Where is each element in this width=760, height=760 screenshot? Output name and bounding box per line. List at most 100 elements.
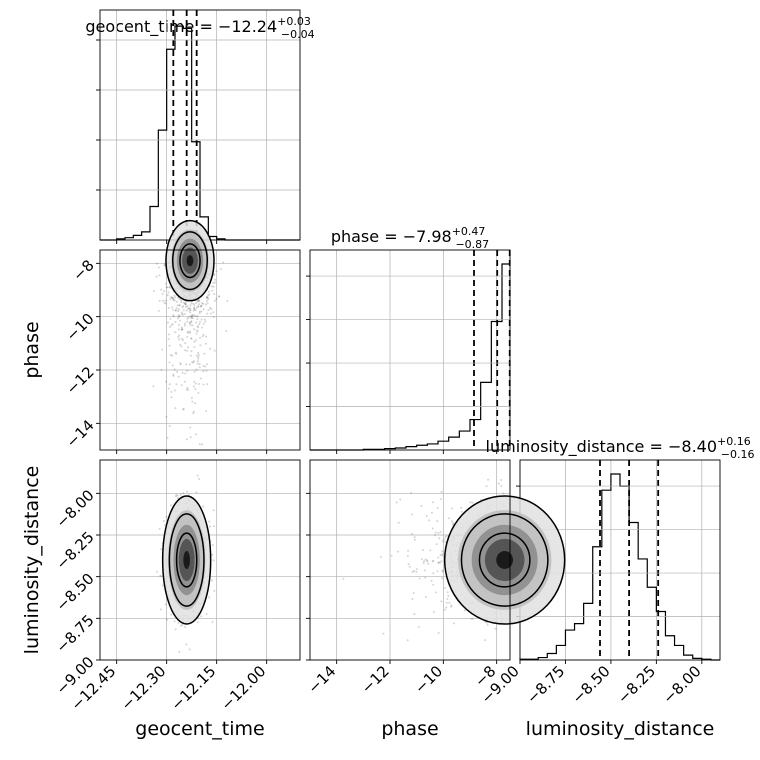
xlabel-phase: phase [381,718,438,740]
p10-point [212,281,215,284]
p21-point [444,587,447,589]
p10-point [196,325,199,328]
p10-point [185,305,187,308]
p10-point [212,311,215,314]
p10-point [184,372,187,375]
p10-point [198,383,200,385]
p10-point [190,337,193,340]
p21-point [424,596,427,598]
p10-point [168,285,171,288]
p21-point [410,491,413,494]
p10-point [198,312,201,315]
p10-point [198,303,200,306]
p21-point [441,554,444,557]
p10-point [190,317,193,320]
p10-point [176,304,179,307]
p20-point [211,544,214,547]
p21-point [485,485,488,488]
p10-point [195,332,198,335]
p10-point [197,299,200,302]
p10-point [195,302,197,305]
p10-point [176,370,179,373]
p21-point [399,498,402,501]
p10-point [157,266,160,269]
p10-point [166,294,169,297]
p10-point [178,304,181,307]
p10-point [155,262,158,265]
p10-point [200,304,203,307]
p21-point [382,632,385,635]
p20-yticklabel-3: −8.00 [52,486,97,531]
p21-point [420,558,423,561]
p10-point [180,384,183,387]
p10-point [182,305,185,307]
p20-yticklabel-1: −8.50 [52,570,97,615]
p20-point [212,559,215,562]
p10-point [204,303,207,306]
p10-point [185,309,188,312]
p10-point [191,361,194,364]
title-geocent-time: geocent_time = −12.24+0.03 −0.04 [85,15,314,41]
p21-point [431,560,434,563]
p10-point [181,337,184,340]
p10-point [197,355,200,358]
p21-point [430,511,433,514]
p10-point [183,322,186,325]
p10-point [169,317,172,320]
p21-point [432,583,435,586]
p10-point [186,320,189,323]
p10-point [169,354,172,356]
p21-point [439,530,442,533]
p10-point [202,370,205,373]
p10-point [189,322,191,325]
p21-point [445,535,448,538]
p20-xticklabel-2: −12.15 [168,662,220,714]
p10-point [184,349,187,352]
p21-point [441,569,444,572]
p20-point [159,608,162,611]
p10-point [181,328,184,331]
p10-point [192,385,195,388]
p21-point [440,600,443,603]
p20-point [196,474,199,477]
p10-point [176,317,179,320]
p21-point [438,561,440,564]
p21-point [439,561,442,564]
p10-point [207,309,210,312]
p21-point [451,520,453,523]
p21-point [444,541,447,544]
p10-point [188,307,191,310]
p20-point [213,589,216,592]
p10-point [195,321,198,324]
p21-point [432,611,435,614]
p10-point [175,300,178,303]
p21-point [460,506,463,509]
p21-point [438,537,441,540]
p10-point [179,363,182,366]
p21-point [471,501,474,504]
p10-point [195,368,198,371]
p10-point [180,301,183,304]
p10-point [209,306,212,309]
p10-point [193,314,196,317]
p10-point [205,335,208,338]
p20-point [176,494,179,497]
p21-point [445,606,448,609]
p10-point [201,326,204,329]
p10-point [168,361,171,364]
p10-point [189,308,192,311]
p20-point [182,492,185,495]
p10-point [184,302,187,305]
p21-point [441,570,444,573]
p21-point [471,617,474,620]
p20-point [212,525,215,528]
p20-point [160,548,163,551]
p21-point [423,569,426,572]
p10-point [166,436,169,439]
p10-point [198,323,201,326]
p10-point [166,286,169,289]
p10-point [203,318,206,321]
p21-point [486,624,489,626]
p10-point [177,336,180,339]
p20-point [158,527,161,530]
